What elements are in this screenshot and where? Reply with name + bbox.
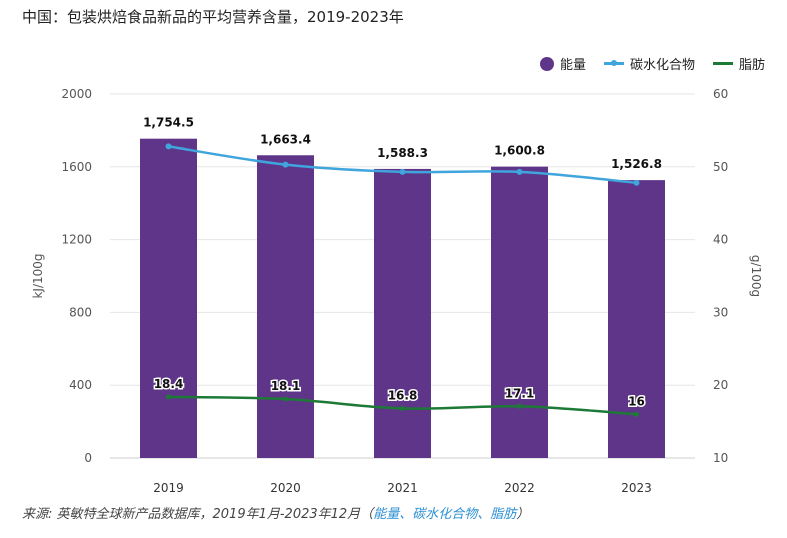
x-tick-label: 2023 bbox=[621, 481, 652, 495]
bar-label-energy: 1,526.8 bbox=[611, 157, 662, 171]
right-tick-label: 20 bbox=[713, 378, 728, 392]
bar-energy bbox=[257, 155, 314, 458]
point-label-fat: 17.1 bbox=[505, 386, 535, 400]
point-label-fat: 18.1 bbox=[271, 379, 301, 393]
legend: 能量 碳水化合物 脂肪 bbox=[539, 54, 765, 73]
legend-fat-label: 脂肪 bbox=[738, 58, 765, 73]
left-tick-label: 800 bbox=[69, 305, 92, 319]
point-carbs bbox=[165, 143, 172, 150]
right-tick-label: 50 bbox=[713, 160, 728, 174]
source-highlight: 能量、碳水化合物、脂肪 bbox=[373, 507, 517, 522]
point-label-fat: 16.8 bbox=[388, 388, 418, 402]
legend-carbs-swatch bbox=[603, 60, 624, 66]
right-axis-title: g/100g bbox=[749, 255, 763, 297]
left-axis-title: kJ/100g bbox=[31, 253, 45, 298]
point-carbs bbox=[282, 161, 289, 168]
legend-item-energy[interactable]: 能量 bbox=[539, 54, 586, 73]
left-tick-label: 400 bbox=[69, 378, 92, 392]
bar-label-energy: 1,600.8 bbox=[494, 144, 545, 158]
point-fat bbox=[283, 396, 288, 402]
source-prefix: 来源: 英敏特全球新产品数据库，2019年1月-2023年12月（ bbox=[22, 507, 374, 522]
point-fat bbox=[400, 405, 405, 411]
right-tick-label: 40 bbox=[713, 233, 728, 247]
legend-item-fat[interactable]: 脂肪 bbox=[712, 54, 765, 73]
point-carbs bbox=[399, 168, 406, 175]
x-tick-label: 2021 bbox=[387, 481, 418, 495]
left-tick-label: 2000 bbox=[61, 87, 92, 101]
left-tick-label: 1200 bbox=[61, 233, 92, 247]
x-tick-label: 2020 bbox=[270, 481, 301, 495]
legend-item-carbs[interactable]: 碳水化合物 bbox=[603, 54, 695, 73]
bar-label-energy: 1,754.5 bbox=[143, 116, 194, 130]
right-tick-label: 30 bbox=[713, 305, 728, 319]
point-fat bbox=[634, 411, 639, 417]
point-label-fat: 18.4 bbox=[154, 377, 184, 391]
bar-label-energy: 1,663.4 bbox=[260, 132, 311, 146]
point-carbs bbox=[633, 179, 640, 186]
legend-energy-label: 能量 bbox=[559, 58, 586, 73]
point-label-fat: 16 bbox=[628, 394, 645, 408]
x-tick-label: 2019 bbox=[153, 481, 184, 495]
right-tick-label: 60 bbox=[713, 87, 728, 101]
source-suffix: ） bbox=[516, 507, 530, 522]
x-tick-label: 2022 bbox=[504, 481, 535, 495]
legend-energy-swatch bbox=[539, 56, 554, 71]
bar-energy bbox=[491, 166, 548, 458]
point-carbs bbox=[516, 168, 523, 175]
point-fat bbox=[517, 403, 522, 409]
legend-carbs-label: 碳水化合物 bbox=[629, 58, 695, 73]
point-fat bbox=[166, 394, 171, 400]
left-tick-label: 0 bbox=[84, 451, 92, 465]
left-tick-label: 1600 bbox=[61, 160, 92, 174]
bar-energy bbox=[374, 168, 431, 459]
bar-label-energy: 1,588.3 bbox=[377, 146, 428, 160]
right-tick-label: 10 bbox=[713, 451, 728, 465]
legend-fat-swatch bbox=[712, 62, 733, 65]
bar-energy bbox=[140, 138, 197, 458]
chart-title: 中国：包装烘焙食品新品的平均营养含量，2019-2023年 bbox=[22, 8, 404, 26]
source-note: 来源: 英敏特全球新产品数据库，2019年1月-2023年12月（能量、碳水化合… bbox=[22, 503, 529, 522]
